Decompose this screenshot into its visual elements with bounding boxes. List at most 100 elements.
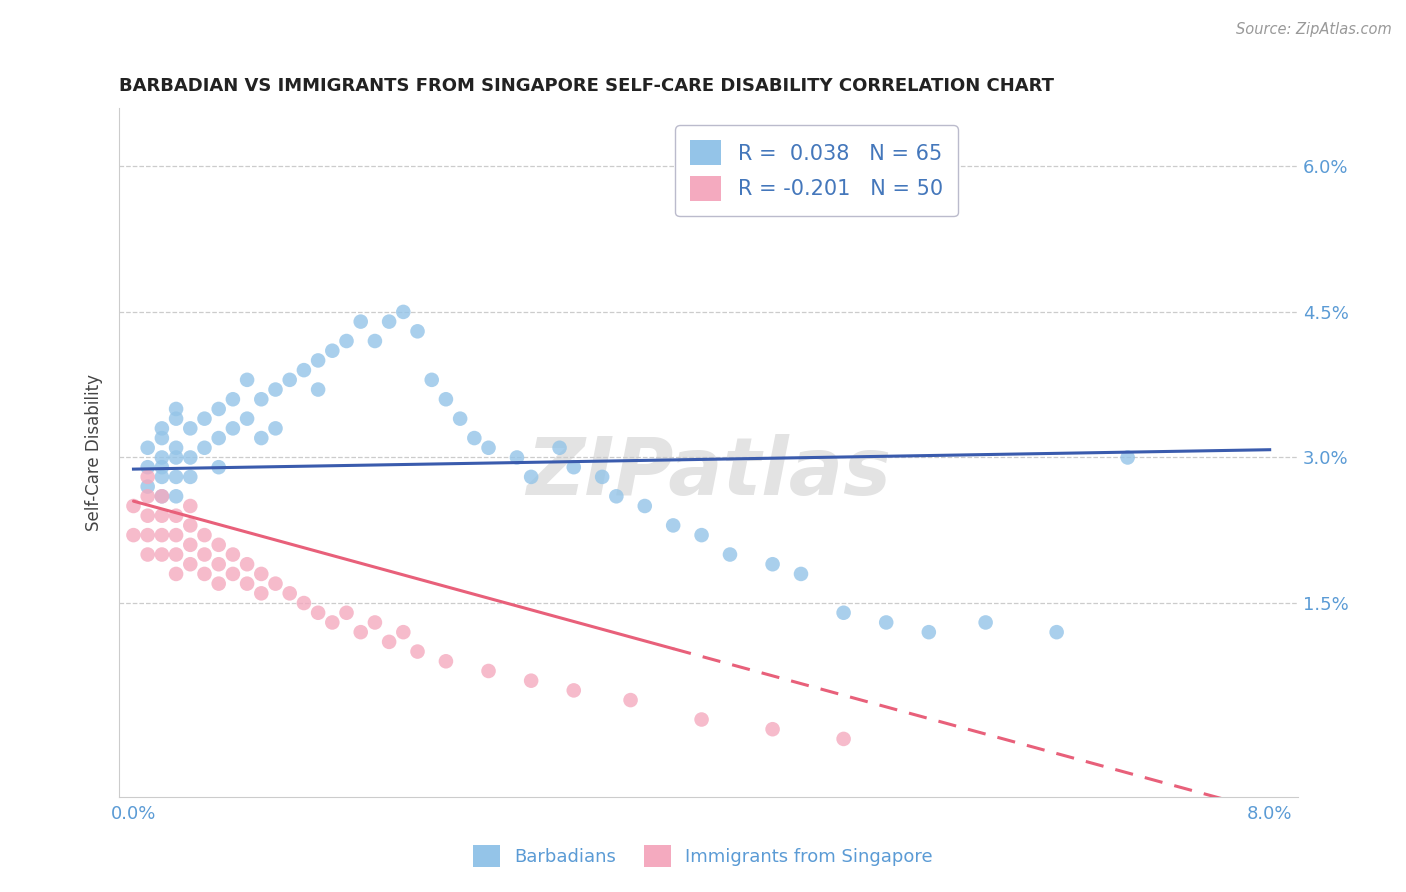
Point: [165, 401, 187, 416]
Point: [690, 528, 713, 542]
Point: [150, 421, 173, 435]
Point: [406, 644, 429, 658]
Point: [179, 499, 201, 513]
Point: [165, 411, 187, 425]
Point: [250, 392, 273, 407]
Point: [307, 353, 329, 368]
Point: [150, 431, 173, 445]
Point: [179, 470, 201, 484]
Point: [335, 334, 357, 348]
Point: [208, 558, 231, 572]
Point: [208, 538, 231, 552]
Point: [165, 450, 187, 465]
Point: [150, 548, 173, 562]
Point: [548, 441, 571, 455]
Legend: R =  0.038   N = 65, R = -0.201   N = 50: R = 0.038 N = 65, R = -0.201 N = 50: [675, 126, 957, 216]
Point: [236, 411, 259, 425]
Point: [364, 615, 387, 630]
Point: [208, 460, 231, 475]
Point: [392, 625, 415, 640]
Point: [662, 518, 685, 533]
Point: [832, 606, 855, 620]
Point: [321, 615, 343, 630]
Point: [832, 731, 855, 746]
Point: [477, 664, 499, 678]
Point: [605, 489, 627, 503]
Point: [591, 470, 613, 484]
Point: [392, 305, 415, 319]
Y-axis label: Self-Care Disability: Self-Care Disability: [86, 374, 103, 531]
Point: [434, 392, 457, 407]
Point: [974, 615, 997, 630]
Point: [434, 654, 457, 668]
Point: [250, 431, 273, 445]
Point: [690, 713, 713, 727]
Point: [520, 470, 543, 484]
Point: [875, 615, 897, 630]
Point: [307, 383, 329, 397]
Point: [179, 421, 201, 435]
Point: [1046, 625, 1069, 640]
Point: [222, 392, 245, 407]
Point: [165, 470, 187, 484]
Point: [136, 508, 159, 523]
Point: [264, 576, 287, 591]
Point: [193, 548, 215, 562]
Point: [136, 528, 159, 542]
Point: [179, 538, 201, 552]
Point: [122, 499, 145, 513]
Point: [264, 383, 287, 397]
Point: [619, 693, 641, 707]
Point: [150, 460, 173, 475]
Text: Source: ZipAtlas.com: Source: ZipAtlas.com: [1236, 22, 1392, 37]
Point: [122, 528, 145, 542]
Point: [350, 315, 373, 329]
Point: [150, 489, 173, 503]
Point: [150, 450, 173, 465]
Point: [165, 566, 187, 581]
Point: [278, 373, 301, 387]
Point: [236, 558, 259, 572]
Point: [1116, 450, 1139, 465]
Point: [208, 576, 231, 591]
Point: [761, 723, 783, 737]
Point: [208, 401, 231, 416]
Point: [463, 431, 485, 445]
Point: [307, 606, 329, 620]
Point: [236, 576, 259, 591]
Point: [250, 586, 273, 600]
Point: [718, 548, 741, 562]
Point: [506, 450, 529, 465]
Point: [165, 508, 187, 523]
Point: [222, 566, 245, 581]
Point: [292, 596, 315, 610]
Point: [449, 411, 471, 425]
Point: [179, 558, 201, 572]
Point: [278, 586, 301, 600]
Point: [562, 683, 585, 698]
Point: [136, 480, 159, 494]
Point: [264, 421, 287, 435]
Point: [150, 528, 173, 542]
Point: [150, 470, 173, 484]
Point: [335, 606, 357, 620]
Point: [150, 508, 173, 523]
Point: [165, 528, 187, 542]
Point: [420, 373, 443, 387]
Point: [250, 566, 273, 581]
Point: [208, 431, 231, 445]
Point: [165, 441, 187, 455]
Point: [193, 441, 215, 455]
Point: [136, 489, 159, 503]
Point: [350, 625, 373, 640]
Point: [136, 470, 159, 484]
Point: [292, 363, 315, 377]
Point: [378, 635, 401, 649]
Point: [761, 558, 783, 572]
Text: BARBADIAN VS IMMIGRANTS FROM SINGAPORE SELF-CARE DISABILITY CORRELATION CHART: BARBADIAN VS IMMIGRANTS FROM SINGAPORE S…: [120, 78, 1054, 95]
Point: [406, 324, 429, 338]
Point: [136, 548, 159, 562]
Point: [179, 450, 201, 465]
Point: [520, 673, 543, 688]
Point: [222, 421, 245, 435]
